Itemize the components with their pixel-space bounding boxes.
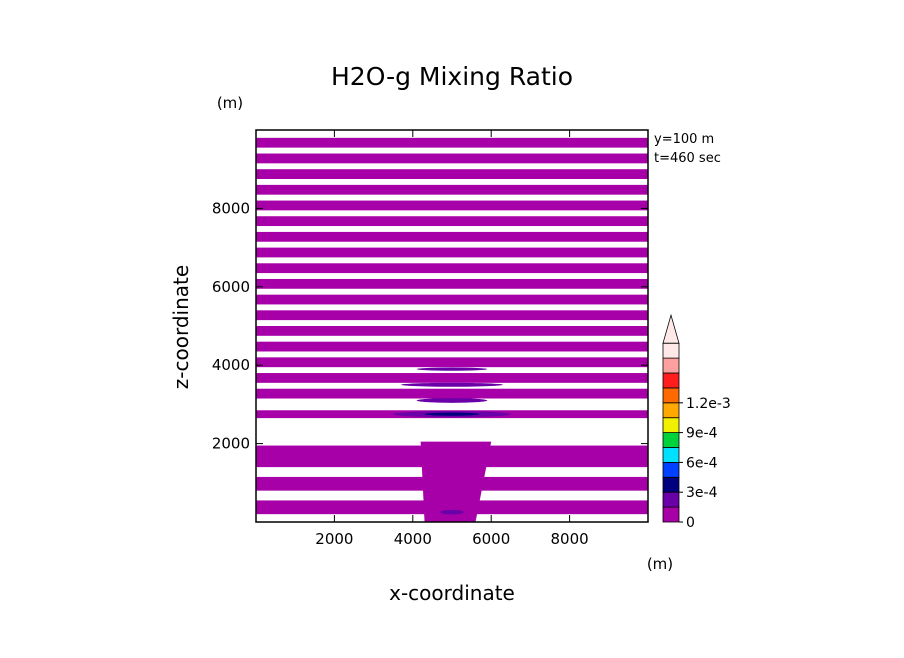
colorbar-segment — [662, 387, 680, 404]
x-axis: 2000 4000 6000 8000 — [315, 130, 589, 548]
colorbar-segment — [662, 357, 680, 374]
colorbar-segment — [662, 402, 680, 419]
y-tick-label: 8000 — [212, 199, 250, 217]
plume-region — [420, 441, 492, 522]
colorbar-segment — [662, 447, 680, 463]
contour-band — [256, 373, 648, 383]
contour-band — [256, 278, 648, 289]
y-unit-label: (m) — [217, 94, 243, 112]
colorbar-segment — [662, 372, 680, 389]
x-axis-label: x-coordinate — [389, 581, 515, 605]
colorbar-segment — [662, 432, 680, 448]
y-tick-label: 2000 — [212, 435, 250, 453]
x-tick-label: 8000 — [551, 530, 589, 548]
contour-band — [256, 357, 648, 368]
annotation-t: t=460 sec — [654, 151, 721, 166]
y-axis-label: z-coordinate — [169, 265, 193, 389]
contour-blob — [424, 412, 480, 416]
colorbar-segment — [662, 417, 680, 434]
contour-blob — [440, 509, 464, 515]
colorbar: 0 3e-4 6e-4 9e-4 1.2e-3 — [662, 313, 731, 531]
contour-blob — [416, 367, 488, 371]
contour-band — [256, 153, 648, 164]
x-tick-label: 6000 — [472, 530, 510, 548]
colorbar-tick-label: 0 — [686, 515, 695, 531]
y-tick-label: 4000 — [212, 356, 250, 374]
contour-band — [256, 310, 648, 321]
annotation-y: y=100 m — [654, 132, 714, 147]
colorbar-segment — [662, 342, 680, 359]
contour-band — [256, 247, 648, 258]
x-tick-label: 2000 — [315, 530, 353, 548]
colorbar-segment — [662, 461, 680, 478]
x-tick-label: 4000 — [394, 530, 432, 548]
colorbar-extend-arrow — [662, 313, 680, 344]
colorbar-tick-label: 3e-4 — [686, 485, 718, 501]
colorbar-segment — [662, 491, 680, 508]
contour-band — [256, 216, 648, 227]
contour-band — [256, 169, 648, 179]
y-axis: 2000 4000 6000 8000 — [212, 199, 648, 453]
y-tick-label: 6000 — [212, 278, 250, 296]
contour-band — [256, 137, 648, 148]
contour-band — [256, 326, 648, 336]
plot-frame — [255, 129, 649, 523]
contour-blob — [401, 382, 503, 387]
colorbar-tick-label: 9e-4 — [686, 426, 718, 442]
contour-band — [256, 263, 648, 274]
contour-band — [256, 294, 648, 305]
colorbar-tick-label: 6e-4 — [686, 455, 718, 471]
contour-blob — [416, 398, 488, 403]
contour-band — [256, 231, 648, 242]
contour-band — [256, 388, 648, 399]
colorbar-segment — [662, 476, 680, 493]
contour-band — [256, 200, 648, 211]
plot-area — [256, 137, 648, 522]
colorbar-tick-label: 1.2e-3 — [686, 396, 731, 412]
contour-band — [256, 184, 648, 195]
contour-band — [256, 341, 648, 352]
chart-title: H2O-g Mixing Ratio — [331, 62, 573, 91]
x-unit-label: (m) — [647, 555, 673, 573]
colorbar-segment — [662, 506, 680, 523]
